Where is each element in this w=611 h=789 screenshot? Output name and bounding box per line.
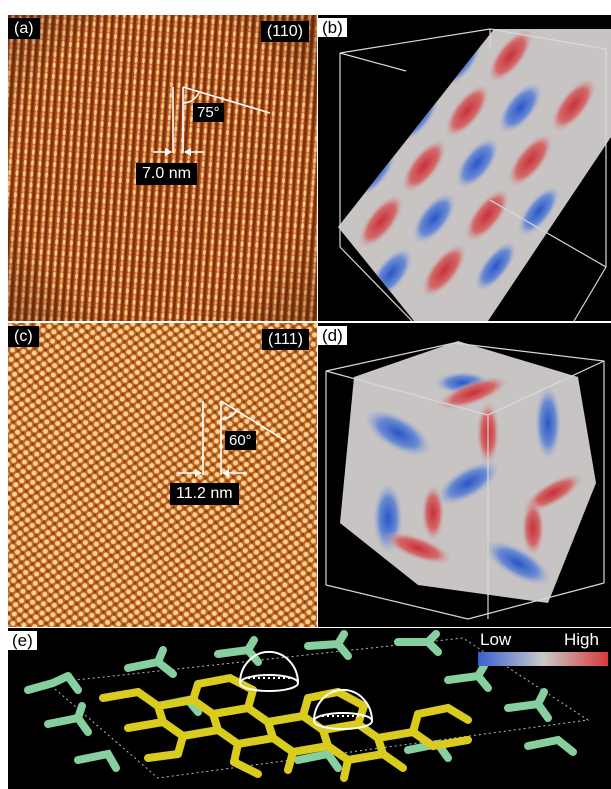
panel-c-angle: 60°	[225, 431, 256, 450]
panel-a-label: (a)	[8, 18, 40, 39]
panel-e-label: (e)	[8, 631, 37, 650]
panel-a: (a) (110) 75° 7.0 nm	[8, 15, 317, 321]
panel-c-label: (c)	[8, 326, 39, 347]
legend-high-label: High	[564, 630, 599, 649]
panel-c-spacing: 11.2 nm	[170, 483, 239, 505]
network-model	[24, 630, 608, 782]
panel-d: (d)	[318, 323, 611, 627]
panel-a-angle: 75°	[193, 103, 224, 122]
panel-b-label: (b)	[318, 18, 347, 37]
legend-low-label: Low	[480, 630, 512, 649]
panel-a-spacing: 7.0 nm	[136, 163, 197, 185]
density-map-111	[325, 341, 605, 620]
panel-b: (b)	[318, 15, 611, 321]
panel-c: (c) (111) 60° 11.2 nm	[8, 323, 317, 627]
panel-c-plane: (111)	[262, 329, 309, 350]
afm-image-111	[8, 323, 317, 627]
panel-e: (e) Low High	[8, 628, 611, 789]
panel-d-label: (d)	[318, 326, 347, 345]
panel-a-plane: (110)	[260, 21, 309, 42]
density-map-110	[338, 28, 611, 321]
colorbar	[478, 652, 608, 666]
